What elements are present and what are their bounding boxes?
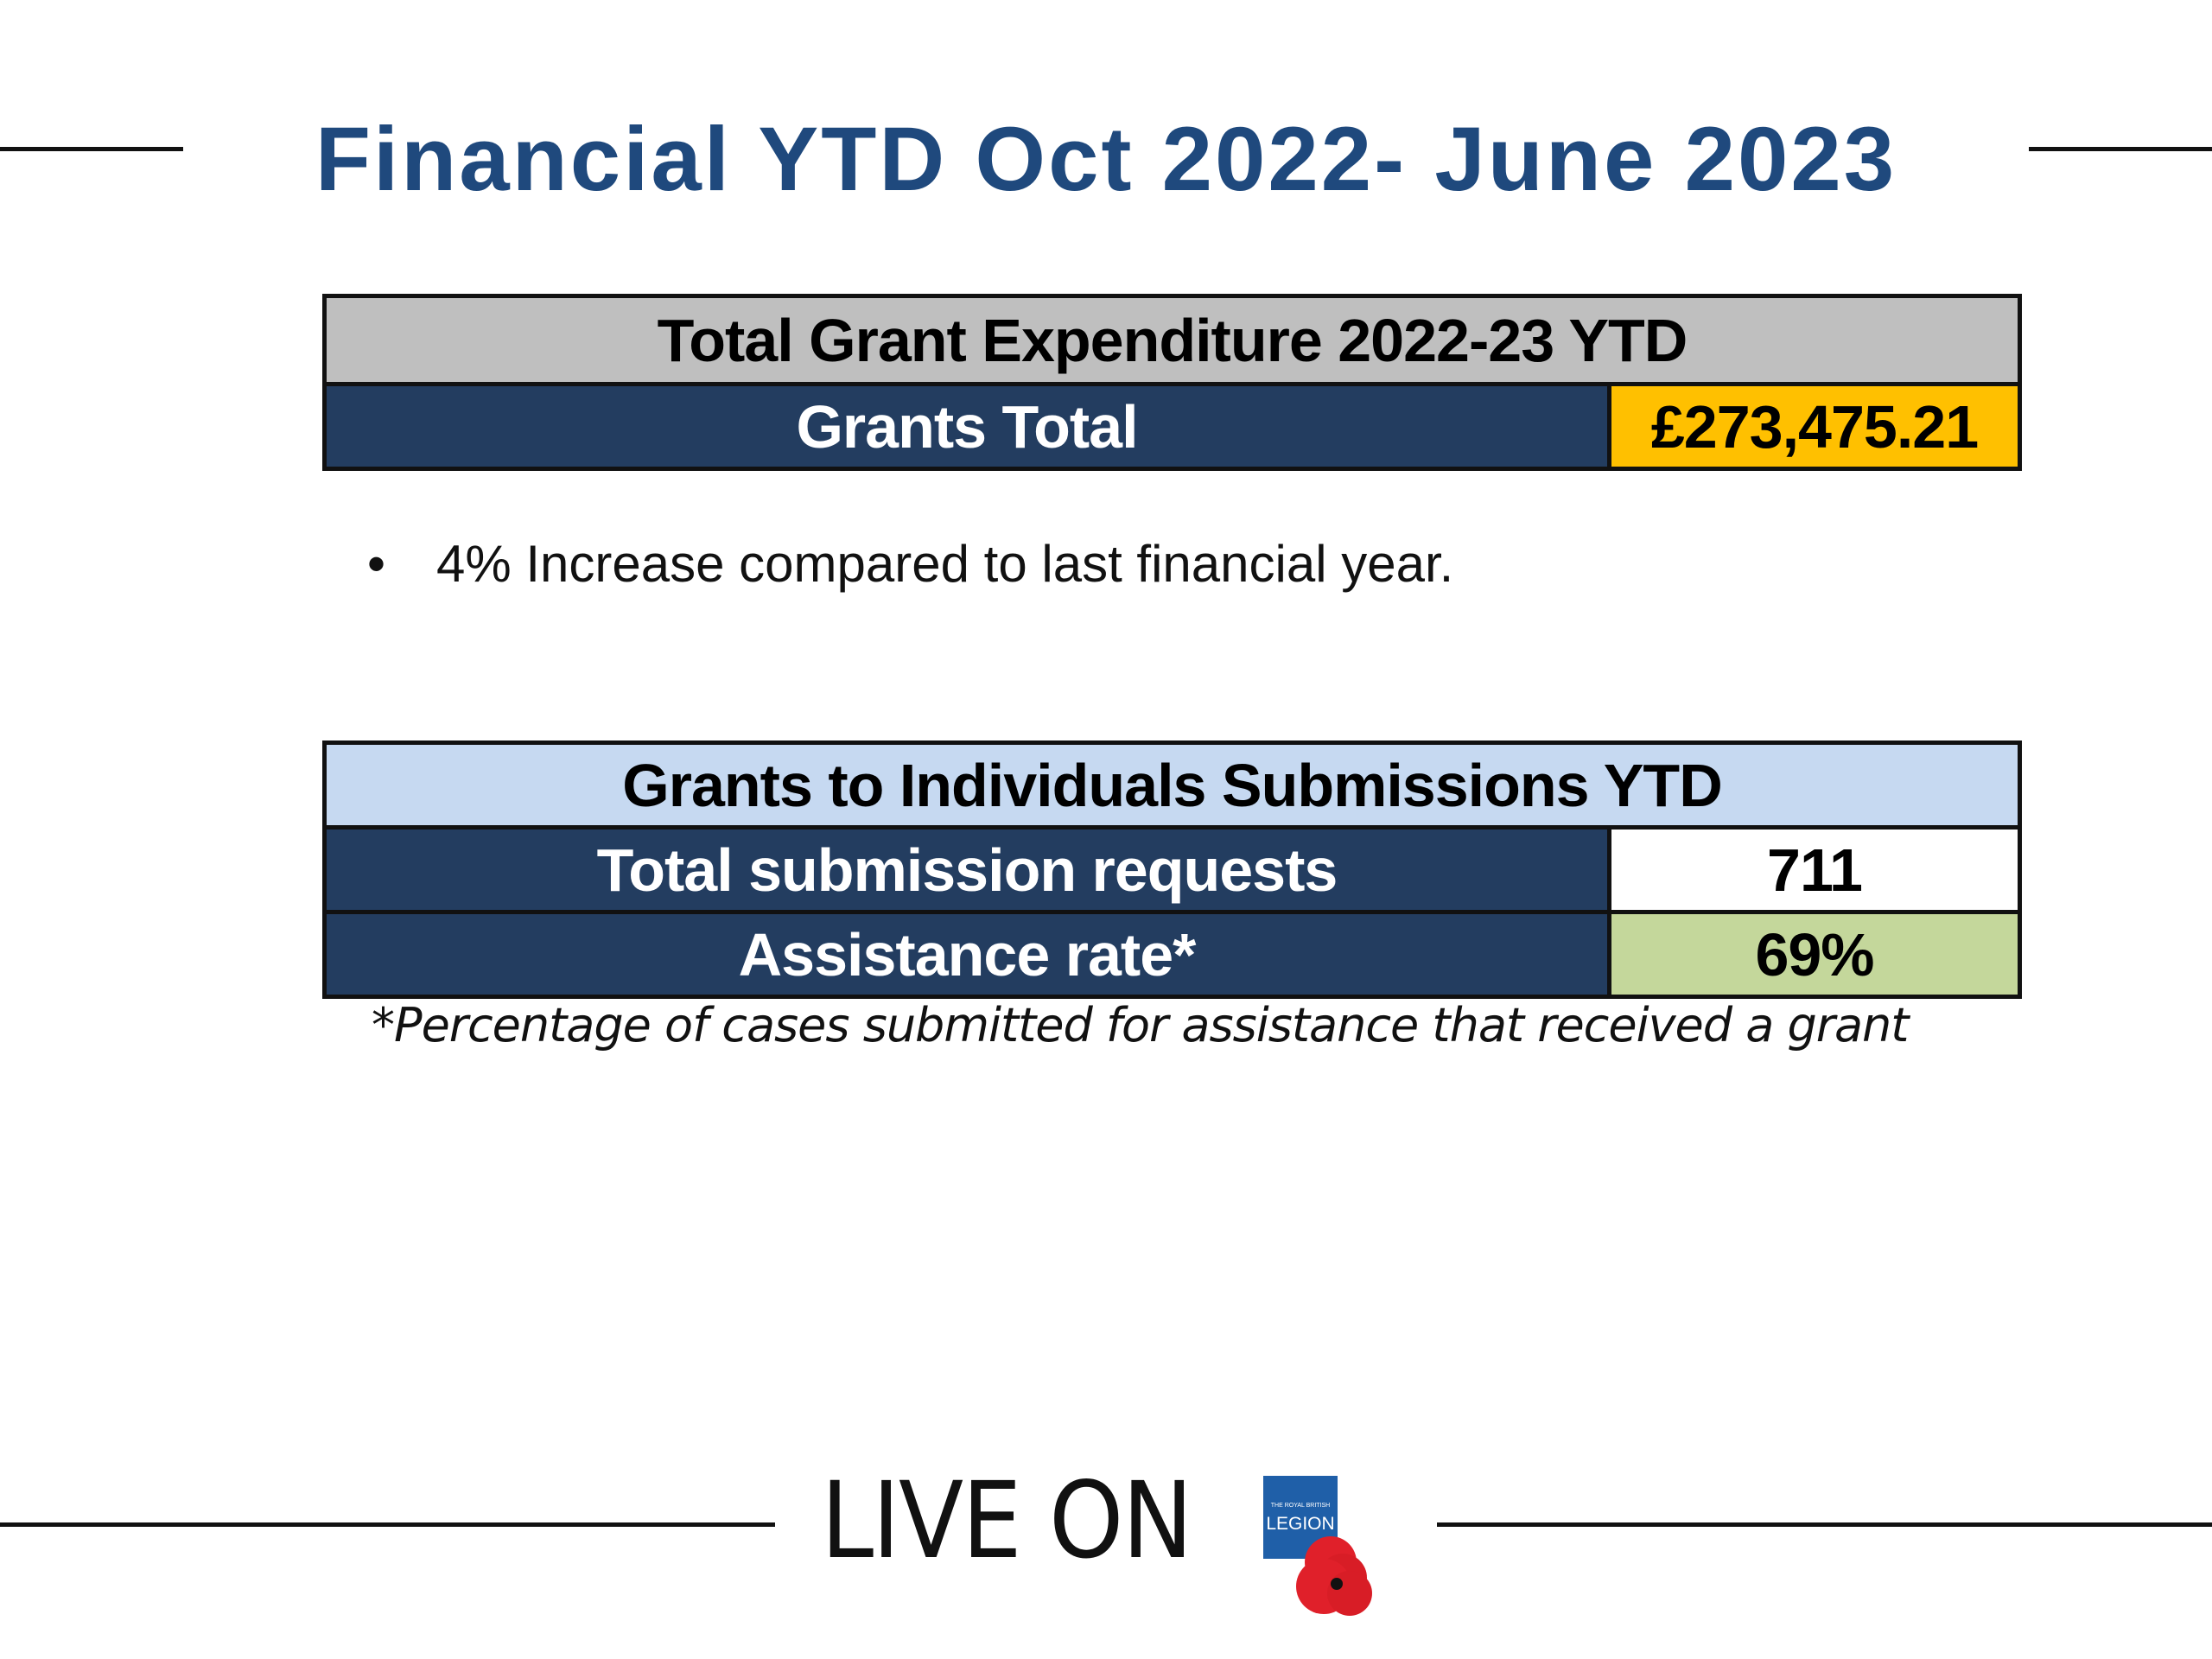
expenditure-table: Total Grant Expenditure 2022-23 YTD Gran… [322,294,2022,471]
table-row: Grants Total £273,475.21 [327,382,2018,467]
svg-text:THE ROYAL BRITISH: THE ROYAL BRITISH [1271,1503,1330,1509]
logo-legion-text: LEGION [1266,1514,1334,1534]
poppy-icon [1296,1536,1372,1616]
total-submission-requests-value: 711 [1611,830,2018,910]
bullet-item: • 4% Increase compared to last financial … [367,534,1453,594]
bottom-right-rule [1437,1522,2212,1527]
footnote: *Percentage of cases submitted for assis… [372,998,1909,1052]
royal-british-legion-logo: THE ROYAL BRITISH LEGION [1263,1476,1372,1616]
live-on-tagline: LIVE ON [821,1459,1193,1582]
grants-total-label: Grants Total [327,386,1611,467]
assistance-rate-label: Assistance rate* [327,914,1611,995]
assistance-rate-value: 69% [1611,914,2018,995]
grants-total-value: £273,475.21 [1611,386,2018,467]
bullet-text: 4% Increase compared to last financial y… [436,535,1454,593]
top-right-rule [2029,147,2212,151]
slide-title: Financial YTD Oct 2022- June 2023 [315,109,1897,210]
submissions-table-header: Grants to Individuals Submissions YTD [327,745,2018,825]
top-left-rule [0,147,183,151]
expenditure-table-header: Total Grant Expenditure 2022-23 YTD [327,298,2018,382]
bullet-dot-icon: • [367,535,386,593]
submissions-table: Grants to Individuals Submissions YTD To… [322,741,2022,999]
table-row: Assistance rate* 69% [327,910,2018,995]
total-submission-requests-label: Total submission requests [327,830,1611,910]
bottom-left-rule [0,1522,775,1527]
table-row: Total submission requests 711 [327,825,2018,910]
